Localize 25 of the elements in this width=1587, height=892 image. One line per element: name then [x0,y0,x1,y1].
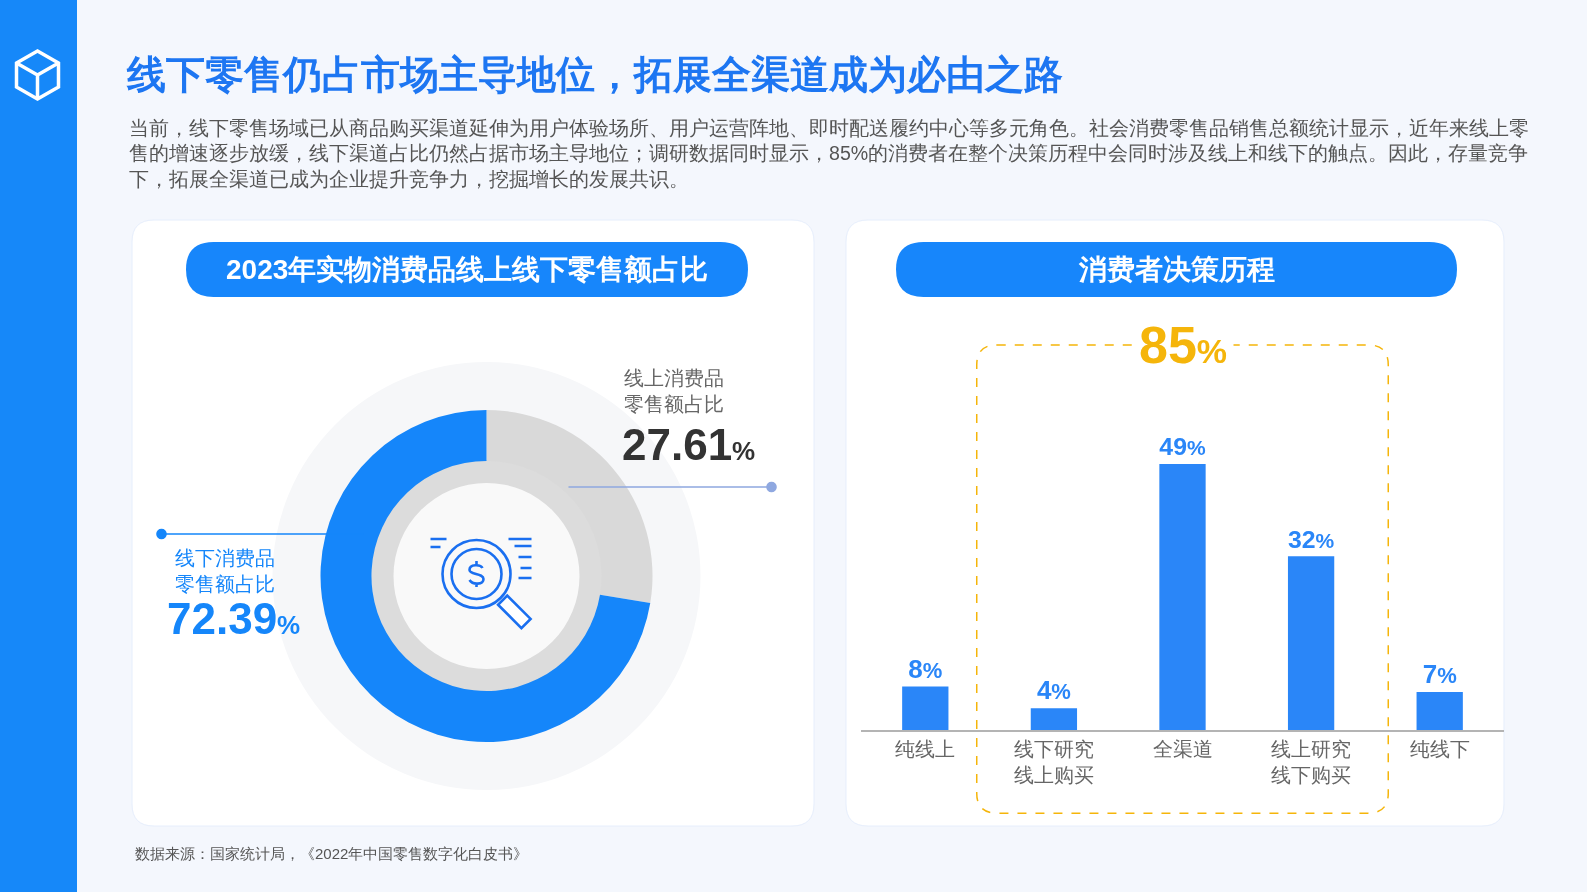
text: 当前，线下零售场域已从商品购买渠道延伸为用户体验场所、用户运营阵地、即时配送履约中心等多元角色。社会消费零售品销售总额统计显示，近年来线上零售的增速逐步放缓，线下渠道占比仍然占据市场主导地位；调研数据同时显示，85%的消费者在整个决策历程中会同时涉及线上和线下的触点。因此，存量竞争下，拓展全渠道已成为企业提升竞争力，挖掘增长的发展共识。 [129,117,1529,190]
chart-title: 2023年实物消费品线上线下零售额占比 [226,254,709,285]
x-tick-label: 全渠道 [1152,737,1213,760]
slice-label: 线下消费品零售额占比 [175,547,275,595]
slice-label: 线上消费品零售额占比 [624,367,724,415]
text: 85% [1139,316,1228,374]
chart-title: 消费者决策历程 [1078,254,1275,285]
x-tick-label: 线下研究线上购买 [1013,737,1094,786]
bar [1416,692,1463,730]
x-tick-label: 纯线上 [895,737,956,760]
data-label: 7% [1422,659,1457,689]
bar [1287,556,1335,730]
data-label: 72.39% [167,594,301,643]
text: 线下零售仍占市场主导地位，拓展全渠道成为必由之路 [126,53,1063,96]
data-label: 8% [908,653,943,684]
data-label: 4% [1036,675,1071,706]
data-label: 49% [1159,433,1206,461]
bar [1159,464,1206,730]
data-label: 32% [1287,525,1335,553]
x-tick-label: 线上研究线下购买 [1271,737,1352,786]
bar [1030,708,1078,730]
data-label: 27.61% [622,420,756,469]
x-tick-label: 纯线下 [1409,737,1470,760]
bar [902,686,949,730]
source-note: 数据来源：国家统计局，《2022年中国零售数字化白皮书》 [135,845,529,862]
